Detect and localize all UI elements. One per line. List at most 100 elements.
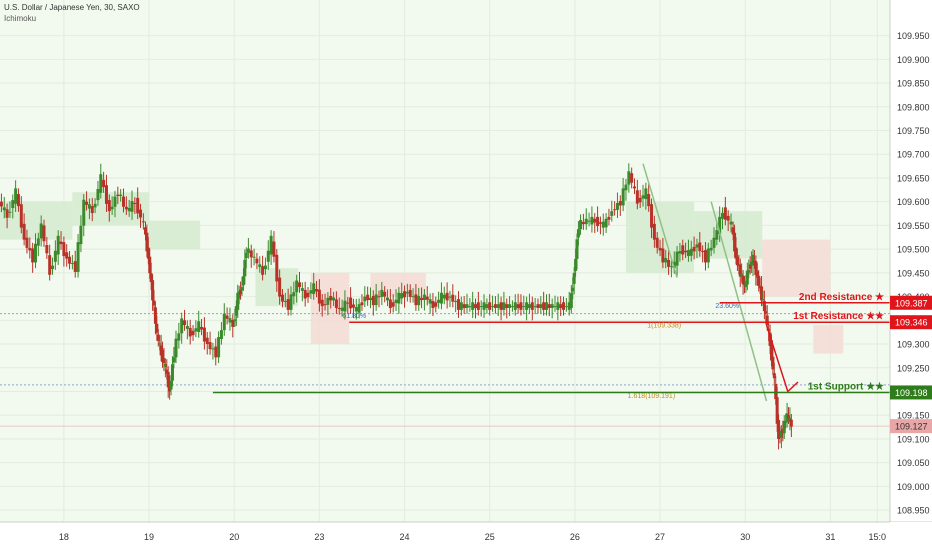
candle-body-41-2 (303, 289, 307, 299)
candle-body-58-2 (448, 296, 452, 298)
candle-body-75-2 (584, 218, 588, 225)
candle-body-32-0 (233, 319, 237, 322)
y-tick-label-14: 109.250 (897, 363, 930, 373)
x-tick-label-6: 26 (570, 532, 580, 542)
candle-body-88-2 (695, 244, 699, 248)
x-tick-label-10: 15:0 (868, 532, 886, 542)
y-tick-label-7: 109.600 (897, 197, 930, 207)
candle-body-84-1 (658, 247, 662, 251)
candle-body-17-2 (141, 221, 145, 223)
candle-body-47-1 (351, 304, 355, 308)
candle-body-85-2 (669, 266, 673, 268)
candle-body-51-0 (383, 291, 387, 297)
candle-body-7-2 (56, 235, 60, 255)
candle-body-67-2 (525, 302, 529, 310)
ichimoku-cloud-8 (762, 239, 831, 297)
candle-body-50-1 (377, 296, 381, 298)
candle-body-96-1 (745, 270, 749, 285)
current-price-tag (890, 419, 932, 434)
y-tick-label-13: 109.300 (897, 340, 930, 350)
candle-body-82-0 (638, 197, 642, 203)
candle-body-15-2 (124, 206, 128, 210)
candle-body-56-1 (428, 299, 432, 304)
candle-body-46-1 (343, 300, 347, 312)
candle-body-102-1 (771, 356, 775, 370)
candle-body-58-0 (442, 294, 446, 299)
candle-body-59-0 (451, 294, 455, 302)
level-price-tag-1 (890, 315, 932, 330)
candle-body-8-0 (59, 241, 63, 245)
candle-body-35-1 (249, 250, 253, 258)
candle-body-88-1 (692, 246, 696, 252)
candle-body-38-2 (278, 277, 282, 297)
candle-body-97-0 (748, 264, 752, 269)
candle-body-24-0 (169, 380, 173, 390)
candle-body-102-0 (769, 340, 773, 361)
candle-body-76-2 (593, 218, 597, 223)
candle-body-90-0 (706, 248, 710, 263)
candle-body-31-0 (225, 315, 229, 319)
candle-body-27-2 (197, 321, 201, 333)
candle-body-56-0 (425, 296, 429, 300)
candle-body-80-2 (627, 171, 631, 185)
candle-body-39-2 (286, 299, 290, 310)
candle-body-46-0 (340, 307, 344, 311)
candle-body-54-0 (408, 289, 412, 297)
candle-body-93-0 (731, 227, 735, 235)
candle-body-45-0 (332, 297, 336, 301)
x-tick-label-8: 30 (740, 532, 750, 542)
candle-body-63-1 (488, 302, 492, 310)
candle-body-19-2 (151, 280, 155, 301)
candle-body-52-1 (394, 299, 398, 303)
candle-body-106-0 (787, 415, 791, 419)
candle-body-44-2 (329, 295, 333, 301)
x-tick-label-3: 23 (314, 532, 324, 542)
candle-body-99-2 (760, 286, 764, 301)
candle-body-74-0 (574, 258, 578, 271)
candle-body-89-2 (703, 250, 707, 263)
x-tick-label-9: 31 (825, 532, 835, 542)
candle-body-70-1 (547, 304, 551, 308)
candle-body-62-2 (482, 302, 486, 310)
candle-body-91-0 (715, 230, 719, 240)
candle-body-40-0 (289, 294, 293, 310)
fib-label-2: 1(109.338) (647, 322, 681, 329)
candle-body-2-2 (14, 188, 18, 204)
candle-body-26-2 (188, 327, 192, 337)
candle-body-45-2 (337, 307, 341, 309)
candle-body-49-0 (366, 294, 370, 301)
candle-body-14-2 (116, 194, 120, 196)
candle-body-81-1 (632, 186, 636, 189)
y-tick-label-17: 109.100 (897, 434, 930, 444)
candle-body-59-2 (456, 299, 460, 310)
candle-body-92-2 (729, 221, 733, 225)
candle-body-8-1 (62, 242, 66, 257)
candle-body-36-2 (261, 266, 265, 275)
candle-body-6-2 (48, 255, 52, 275)
candle-body-28-0 (200, 326, 204, 330)
candle-body-1-2 (5, 209, 9, 218)
candle-body-94-0 (735, 256, 739, 266)
candle-body-83-0 (647, 194, 651, 207)
level-label-0: 2nd Resistance ★ (799, 292, 884, 303)
candle-body-80-1 (624, 184, 628, 191)
candle-body-24-2 (172, 357, 176, 363)
y-tick-label-6: 109.650 (897, 173, 930, 183)
candle-body-72-2 (567, 302, 571, 310)
y-tick-label-10: 109.450 (897, 268, 930, 278)
candle-body-105-1 (784, 421, 788, 423)
time-axis-bg (0, 522, 932, 550)
candle-body-35-2 (252, 256, 256, 258)
candle-body-14-1 (113, 196, 117, 207)
candle-body-17-0 (136, 197, 140, 214)
candle-body-34-2 (244, 252, 248, 258)
candle-body-102-2 (772, 373, 776, 379)
candle-body-78-2 (610, 211, 614, 216)
candle-body-74-2 (576, 229, 580, 238)
candle-body-31-2 (231, 320, 235, 327)
candle-body-58-1 (445, 292, 449, 301)
y-tick-label-0: 109.950 (897, 31, 930, 41)
candle-body-37-0 (263, 265, 267, 270)
candle-body-19-1 (149, 273, 153, 283)
